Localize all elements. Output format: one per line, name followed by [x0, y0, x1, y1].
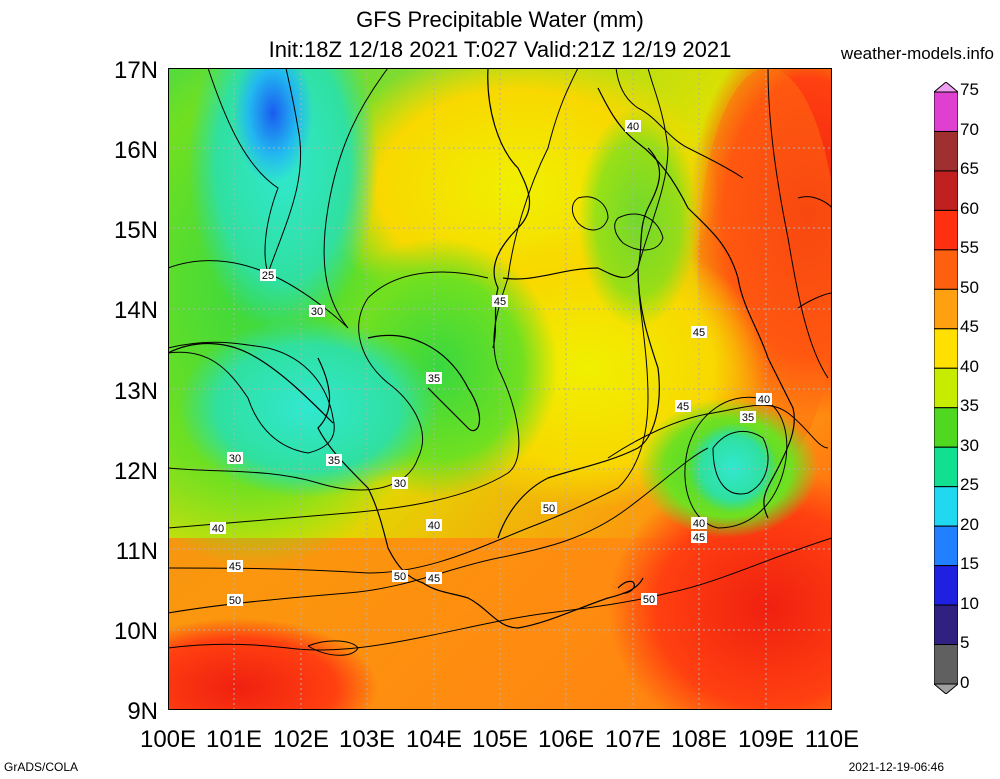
lat-label: 13N	[113, 378, 158, 405]
lon-label: 101E	[205, 726, 263, 753]
chart-subtitle: Init:18Z 12/18 2021 T:027 Valid:21Z 12/1…	[268, 37, 732, 62]
contour-label: 45	[693, 532, 705, 544]
contour-label: 50	[394, 571, 406, 583]
colorbar-label: 55	[960, 238, 979, 257]
contours	[168, 68, 832, 656]
colorbar-label: 0	[960, 672, 970, 692]
contour-label: 45	[693, 327, 705, 339]
colorbar-cell	[934, 644, 958, 685]
site-label: weather-models.info	[840, 44, 994, 63]
contour-labels: 25 30 35 30 35 30 40 40 45 50 45 50 45 4…	[210, 120, 772, 607]
lat-label: 9N	[127, 698, 158, 725]
colorbar-label: 75	[960, 80, 979, 99]
contour-label: 30	[229, 453, 241, 465]
coastlines	[168, 68, 795, 629]
contour-label: 30	[394, 478, 406, 490]
colorbar-cell	[934, 367, 958, 409]
contour-label: 40	[693, 518, 705, 530]
colorbar-label: 20	[960, 514, 979, 534]
lon-label: 104E	[405, 726, 463, 753]
contour-label: 45	[494, 296, 506, 308]
lon-label: 110E	[804, 726, 860, 753]
contour-label: 50	[229, 595, 241, 607]
colorbar-label: 50	[960, 277, 979, 297]
colorbar-label: 70	[960, 119, 979, 139]
lat-label: 14N	[113, 297, 158, 324]
colorbar-label: 25	[960, 475, 979, 494]
colorbar-label: 5	[960, 633, 970, 652]
contour-label: 45	[229, 561, 241, 573]
colorbar-cell	[934, 209, 958, 251]
colorbar-cell	[934, 525, 958, 567]
lon-label: 108E	[670, 726, 728, 753]
colorbar-label: 45	[960, 317, 979, 336]
colorbar-label: 65	[960, 159, 979, 178]
lon-label: 106E	[537, 726, 595, 753]
lat-label: 12N	[113, 458, 158, 485]
contour-label: 45	[428, 573, 440, 585]
colorbar-label: 15	[960, 554, 979, 573]
lat-label: 10N	[113, 618, 158, 645]
contour-label: 30	[311, 306, 323, 318]
colorbar-label: 40	[960, 356, 979, 376]
contour-label: 25	[262, 270, 274, 282]
lon-label: 102E	[272, 726, 330, 753]
lat-label: 15N	[113, 217, 158, 244]
contour-label: 40	[758, 394, 770, 406]
graticule	[168, 68, 832, 710]
contour-label: 40	[212, 523, 224, 535]
map-frame	[168, 68, 832, 710]
chart-title: GFS Precipitable Water (mm)	[356, 7, 644, 32]
colorbar-cell	[934, 249, 958, 290]
colorbar-cell	[934, 288, 958, 330]
colorbar-cell	[934, 407, 958, 448]
colorbar-label: 60	[960, 198, 979, 218]
colorbar-cell	[934, 130, 958, 172]
colorbar-cell	[934, 446, 958, 488]
contour-label: 35	[742, 412, 754, 424]
contour-label: 35	[428, 373, 440, 385]
contour-label: 40	[428, 520, 440, 532]
colorbar-cell	[934, 486, 958, 527]
colorbar-cell	[934, 565, 958, 606]
lon-label: 103E	[338, 726, 396, 753]
colorbar-cell	[934, 170, 958, 211]
footer-right: 2021-12-19-06:46	[848, 760, 944, 774]
contour-label: 50	[543, 503, 555, 515]
contour-label: 50	[643, 594, 655, 606]
colorbar-label: 30	[960, 435, 979, 455]
lon-label: 109E	[737, 726, 795, 753]
lon-label: 105E	[471, 726, 529, 753]
lon-label: 100E	[139, 726, 197, 753]
colorbar-label: 10	[960, 593, 979, 613]
lat-label: 11N	[115, 538, 158, 565]
contour-label: 40	[627, 121, 639, 133]
footer-left: GrADS/COLA	[4, 760, 79, 774]
colorbar-cell	[934, 91, 958, 132]
contour-label: 45	[677, 401, 689, 413]
colorbar	[934, 82, 958, 694]
lat-label: 16N	[113, 137, 158, 164]
colorbar-cell	[934, 604, 958, 646]
contour-label: 35	[328, 455, 340, 467]
lon-label: 107E	[604, 726, 662, 753]
colorbar-cell	[934, 328, 958, 369]
colorbar-label: 35	[960, 396, 979, 415]
lat-label: 17N	[113, 57, 158, 84]
precipitable-water-map: 25 30 35 30 35 30 40 40 45 50 45 50 45 4…	[168, 68, 832, 710]
